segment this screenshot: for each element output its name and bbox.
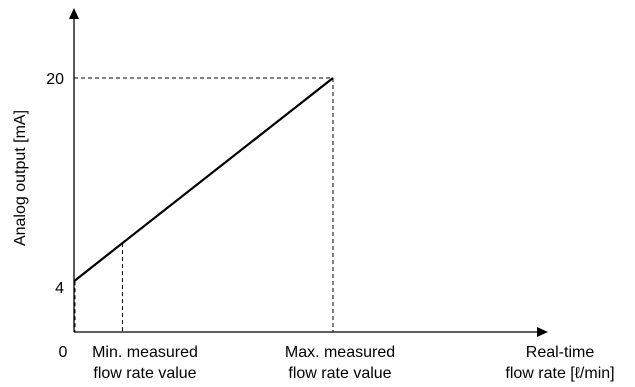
x-marker-min-label-line1: Min. measured (92, 344, 198, 361)
x-axis-label-line1: Real-time (526, 344, 595, 361)
y-axis-arrow-icon (69, 8, 79, 19)
y-axis-label: Analog output [mA] (12, 110, 29, 246)
x-axis-arrow-icon (537, 327, 548, 337)
series-group (73, 77, 334, 283)
y-tick-label-20: 20 (46, 71, 64, 88)
data-point-0 (73, 280, 75, 282)
x-marker-min-label-line2: flow rate value (93, 365, 196, 382)
guide-lines (74, 77, 334, 332)
x-axis-label-line2: flow rate [ℓ/min] (505, 365, 614, 382)
origin-label: 0 (59, 344, 68, 361)
x-marker-max-label-line1: Max. measured (285, 344, 395, 361)
x-marker-max-label-line2: flow rate value (288, 365, 391, 382)
y-tick-label-4: 4 (55, 280, 64, 297)
series-line (73, 77, 334, 283)
data-point-1 (121, 242, 123, 244)
data-point-2 (332, 77, 334, 79)
